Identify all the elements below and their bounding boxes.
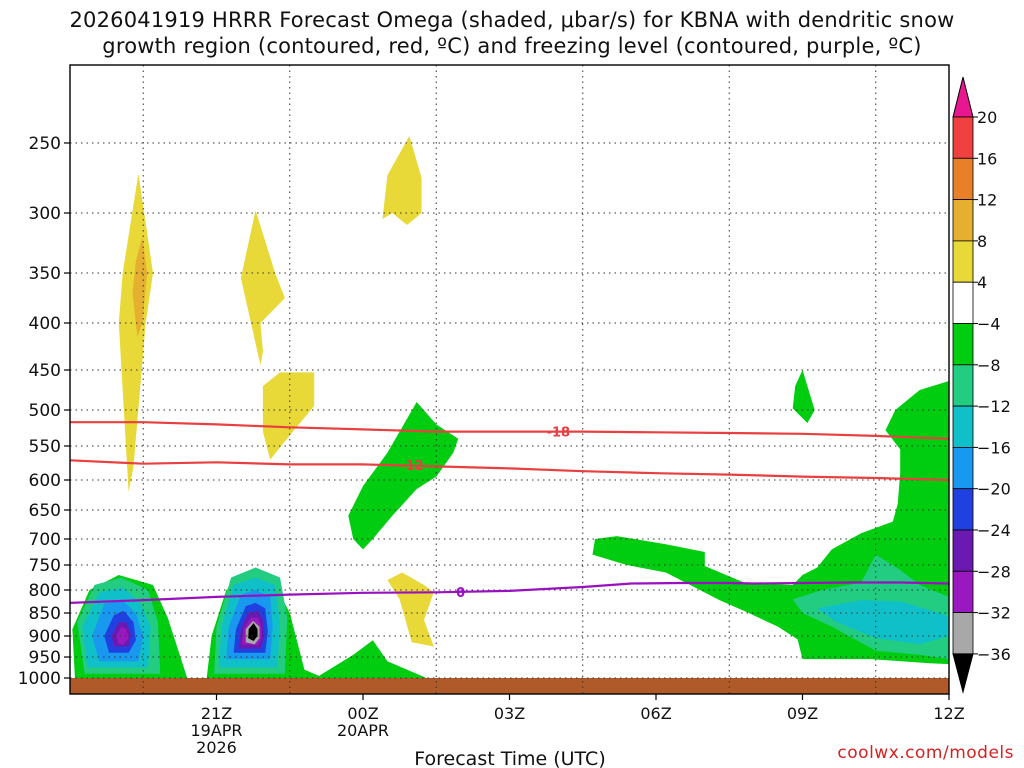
- colorbar-band-1: [952, 116, 974, 159]
- omega-region-2: [240, 210, 285, 366]
- colorbar-label: 4: [977, 273, 987, 292]
- y-tick-label: 300: [29, 204, 61, 224]
- y-tick-label: 450: [29, 361, 61, 381]
- colorbar-label: 12: [977, 191, 997, 210]
- colorbar-band-5: [952, 281, 974, 324]
- chart-title-line1: 2026041919 HRRR Forecast Omega (shaded, …: [69, 8, 955, 32]
- omega-region-27: [248, 623, 258, 641]
- colorbar-label: −24: [977, 521, 1011, 540]
- y-tick-label: 800: [29, 581, 61, 601]
- contour-label--12: -12: [400, 459, 424, 474]
- y-tick-label: 400: [29, 314, 61, 334]
- y-tick-label: 850: [29, 604, 61, 624]
- colorbar-label: −36: [977, 645, 1011, 664]
- omega-region-1: [132, 237, 148, 338]
- y-tick-label: 600: [29, 471, 61, 491]
- colorbar-label: −28: [977, 562, 1011, 581]
- y-tick-label: 350: [29, 264, 61, 284]
- contour--12: [70, 459, 949, 482]
- omega-region-4: [382, 136, 422, 225]
- colorbar-band-14: [952, 653, 974, 694]
- contour--18: [70, 421, 949, 440]
- x-tick-label: 20APR: [337, 721, 389, 740]
- colorbar-band-2: [952, 157, 974, 201]
- y-tick-label: 650: [29, 501, 61, 521]
- colorbar-band-0: [952, 76, 974, 118]
- ground-band: [70, 678, 949, 694]
- colorbar-label: −32: [977, 604, 1011, 623]
- x-tick-label: 12Z: [933, 704, 964, 723]
- colorbar-band-9: [952, 446, 974, 490]
- y-tick-label: 950: [29, 648, 61, 668]
- omega-region-5: [387, 572, 434, 647]
- x-axis-label: Forecast Time (UTC): [414, 748, 605, 768]
- colorbar-label: 20: [977, 108, 997, 127]
- colorbar-label: −4: [977, 315, 1001, 334]
- omega-region-7: [792, 370, 815, 423]
- x-tick-label: 00Z: [347, 704, 378, 723]
- x-tick-label: 06Z: [640, 704, 671, 723]
- colorbar-band-6: [952, 323, 974, 366]
- contour-label-0: 0: [456, 586, 465, 601]
- colorbar-label: 16: [977, 149, 997, 168]
- colorbar-label: 8: [977, 232, 987, 251]
- x-tick-label: 09Z: [787, 704, 818, 723]
- omega-region-3: [262, 372, 315, 460]
- omega-region-19: [116, 626, 129, 645]
- colorbar-band-3: [952, 199, 974, 242]
- x-tick-label: 21Z: [201, 704, 232, 723]
- colorbar-band-13: [952, 612, 974, 655]
- y-tick-label: 750: [29, 556, 61, 576]
- colorbar-label: −8: [977, 356, 1001, 375]
- y-tick-label: 900: [29, 627, 61, 647]
- colorbar-band-11: [952, 529, 974, 572]
- x-tick-label: 03Z: [494, 704, 525, 723]
- colorbar-band-8: [952, 405, 974, 448]
- y-tick-label: 700: [29, 530, 61, 550]
- x-tick-label: 19APR: [190, 721, 242, 740]
- y-axis: 250 300 350 400 450 500 550 600 650 700 750 800 850 9…: [18, 134, 70, 689]
- colorbar-label: −12: [977, 397, 1011, 416]
- colorbar-band-7: [952, 364, 974, 407]
- colorbar-band-12: [952, 570, 974, 613]
- omega-region-12: [817, 600, 949, 645]
- colorbar: 20 16 12 8 4 −4 −8 −12 −16 −20 −24 −28 −32 −36: [952, 76, 1011, 694]
- contour-label--18: -18: [547, 426, 571, 441]
- y-tick-label: 1000: [18, 669, 61, 689]
- y-tick-label: 550: [29, 437, 61, 457]
- omega-region-0: [118, 173, 153, 493]
- contour-0: [70, 581, 949, 604]
- colorbar-label: −20: [977, 480, 1011, 499]
- credit-text: coolwx.com/models: [837, 743, 1014, 763]
- chart-title-line2: growth region (contoured, red, ºC) and f…: [102, 34, 922, 58]
- y-tick-label: 500: [29, 401, 61, 421]
- omega-region-6: [348, 402, 459, 550]
- colorbar-band-10: [952, 488, 974, 531]
- grid-lines: [70, 65, 949, 694]
- colorbar-label: −16: [977, 438, 1011, 457]
- x-tick-label: 2026: [196, 738, 237, 757]
- colorbar-band-4: [952, 240, 974, 283]
- y-tick-label: 250: [29, 134, 61, 154]
- temperature-contours: -18 -12 0: [70, 421, 949, 604]
